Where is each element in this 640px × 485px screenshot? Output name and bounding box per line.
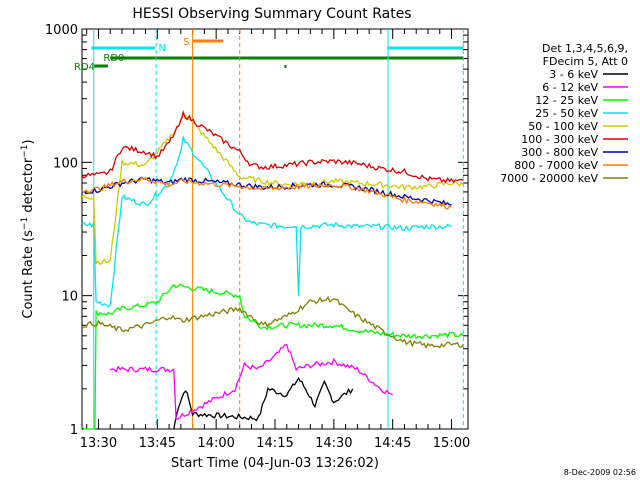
legend-entry-label: 800 - 7000 keV bbox=[514, 159, 598, 172]
legend-entry-label: 25 - 50 keV bbox=[535, 107, 598, 120]
flag-label-rd0: RD0 bbox=[103, 53, 124, 64]
x-tick-labels: 13:30 13:45 14:00 14:15 14:30 14:45 15:00 bbox=[80, 436, 471, 451]
legend: Det 1,3,4,5,6,9,FDecim 5, Att 03 - 6 keV… bbox=[500, 42, 628, 185]
y-axis-label-mid: detector bbox=[21, 157, 36, 217]
series-line-3 bbox=[81, 136, 452, 308]
chart-title: HESSI Observing Summary Count Rates bbox=[132, 6, 411, 22]
flag-label-rd4: RD4 bbox=[74, 62, 95, 73]
legend-header: Det 1,3,4,5,6,9, bbox=[542, 42, 628, 55]
series-line-2 bbox=[81, 283, 464, 430]
y-tick-label: 100 bbox=[53, 156, 78, 171]
x-tick-label: 14:15 bbox=[256, 436, 293, 451]
x-tick-label: 14:45 bbox=[374, 436, 411, 451]
flag-label-s: S bbox=[183, 37, 189, 48]
legend-entry-label: 100 - 300 keV bbox=[521, 133, 598, 146]
x-tick-label: 14:00 bbox=[197, 436, 234, 451]
y-tick-labels: 1 10 100 1000 bbox=[45, 23, 78, 438]
y-axis-label-sup2: −1 bbox=[20, 144, 30, 157]
x-tick-label: 15:00 bbox=[433, 436, 470, 451]
flag-label-n: N bbox=[158, 43, 165, 54]
x-tick-label: 14:30 bbox=[315, 436, 352, 451]
series-line-1 bbox=[109, 344, 394, 420]
legend-entry-label: 3 - 6 keV bbox=[549, 68, 598, 81]
y-axis-label-sup1: −1 bbox=[20, 217, 30, 230]
series-line-5 bbox=[81, 109, 464, 184]
y-axis-label-post: ) bbox=[21, 139, 36, 144]
series-line-8 bbox=[81, 295, 464, 350]
y-tick-label: 10 bbox=[61, 290, 78, 305]
legend-entry-label: 12 - 25 keV bbox=[535, 94, 598, 107]
y-axis-label: Count Rate (s−1 detector−1) bbox=[20, 139, 36, 318]
series-line-4 bbox=[81, 111, 464, 266]
series-lines bbox=[81, 109, 464, 430]
x-tick-label: 13:30 bbox=[80, 436, 117, 451]
flag-dot bbox=[284, 65, 287, 68]
legend-entry-label: 50 - 100 keV bbox=[528, 120, 598, 133]
timestamp: 8-Dec-2009 02:56 bbox=[564, 468, 636, 477]
x-tick-label: 13:45 bbox=[139, 436, 176, 451]
x-axis-label: Start Time (04-Jun-03 13:26:02) bbox=[171, 456, 379, 471]
legend-entry-label: 6 - 12 keV bbox=[542, 81, 598, 94]
series-line-7 bbox=[81, 176, 452, 210]
legend-entry-label: 7000 - 20000 keV bbox=[500, 172, 598, 185]
y-axis-label-pre: Count Rate (s bbox=[21, 230, 36, 319]
legend-entry-label: 300 - 800 keV bbox=[521, 146, 598, 159]
y-tick-label: 1000 bbox=[45, 23, 78, 38]
legend-header: FDecim 5, Att 0 bbox=[543, 55, 628, 68]
series-line-0 bbox=[173, 377, 354, 430]
y-tick-label: 1 bbox=[70, 423, 78, 438]
